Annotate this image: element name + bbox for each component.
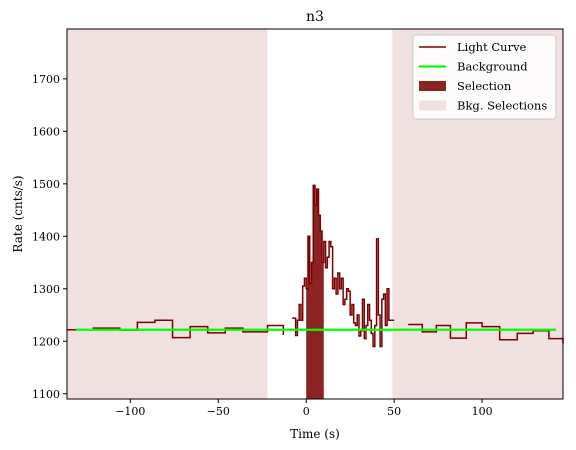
y-tick-label: 1600: [32, 125, 60, 138]
x-axis-label: Time (s): [290, 427, 340, 441]
legend: Light Curve Background Selection Bkg. Selec…: [412, 34, 557, 120]
light-curve-burst: [292, 184, 395, 348]
legend-light-curve-label: Light Curve: [457, 40, 527, 54]
legend-selection-label: Selection: [457, 79, 512, 93]
y-tick-label: 1700: [32, 73, 60, 86]
chart-title: n3: [306, 9, 324, 25]
x-tick-label: 0: [303, 405, 310, 418]
y-tick-label: 1100: [32, 388, 60, 401]
plot-frame: [66, 28, 564, 400]
y-axis-label: Rate (cnts/s): [11, 175, 25, 252]
legend-selection-swatch: [419, 81, 446, 91]
selection-region: [306, 185, 324, 399]
x-tick-label: 50: [387, 405, 401, 418]
x-tick-label: 100: [472, 405, 493, 418]
y-tick-label: 1400: [32, 230, 60, 243]
x-tick-label: −100: [115, 405, 145, 418]
legend-box: [412, 34, 557, 120]
legend-bkg-selections-label: Bkg. Selections: [457, 99, 547, 113]
bkg-selection-region: [67, 29, 268, 399]
y-tick-label: 1200: [32, 335, 60, 348]
axes: −100 −50 0 50 100 1100 1200 1300 1400 1500 1600 170…: [32, 73, 493, 418]
legend-background-label: Background: [457, 60, 528, 74]
y-tick-label: 1500: [32, 178, 60, 191]
legend-bkg-selections-swatch: [419, 100, 446, 111]
x-tick-label: −50: [207, 405, 230, 418]
y-tick-label: 1300: [32, 283, 60, 296]
